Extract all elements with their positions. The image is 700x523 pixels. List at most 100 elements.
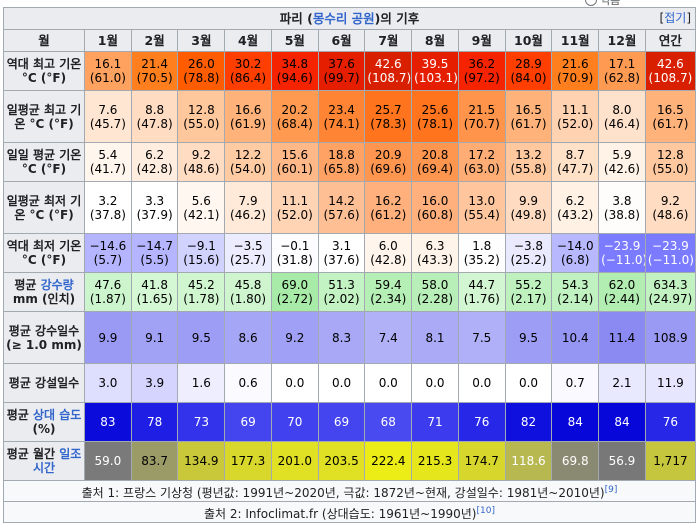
cell-sub-value: (70.9) bbox=[557, 71, 594, 85]
cell-value: 45.8 bbox=[234, 278, 262, 292]
climate-table: 파리 (몽수리 공원)의 기후 [접기] 월 1월 2월 3월 4월 5월 6월 7월 8월 9… bbox=[2, 7, 697, 523]
cell-value: 9.5 bbox=[191, 330, 211, 345]
value-cell: 11.4 bbox=[598, 311, 646, 364]
cell-sub-value: (41.7) bbox=[89, 162, 126, 176]
cell-value: 13.2 bbox=[515, 148, 542, 162]
cell-value: 58.0 bbox=[421, 278, 449, 292]
source-text: 출처 2: Infoclimat.fr (상대습도: 1961년~1990년) bbox=[204, 506, 477, 521]
value-cell: 56.9 bbox=[598, 441, 646, 481]
cell-value: −3.5 bbox=[233, 239, 263, 253]
cell-sub-value: (108.7) bbox=[367, 71, 412, 85]
cell-value: 59.0 bbox=[94, 454, 122, 468]
cell-sub-value: (54.0) bbox=[230, 162, 267, 176]
row-label-link[interactable]: 상대 습도 bbox=[32, 408, 82, 422]
row-label-link[interactable]: 일조시간 bbox=[32, 447, 82, 475]
cell-value: 134.9 bbox=[184, 454, 219, 468]
cell-sub-value: (55.0) bbox=[183, 116, 220, 131]
cell-value: 6.0 bbox=[378, 239, 398, 253]
value-cell: 0.7 bbox=[551, 363, 600, 403]
cell-value: 78 bbox=[146, 415, 163, 429]
row-label-text: 평균 bbox=[14, 278, 41, 292]
cell-value: 6.2 bbox=[565, 193, 585, 208]
cell-sub-value: (84.0) bbox=[510, 71, 547, 85]
month-header-6: 6월 bbox=[317, 29, 366, 52]
value-cell: 69.8 bbox=[551, 441, 600, 481]
cell-sub-value: (57.6) bbox=[323, 207, 360, 222]
cell-sub-value: (103.1) bbox=[414, 71, 458, 85]
value-cell: 0.0 bbox=[457, 363, 506, 403]
cell-sub-value: (1.76) bbox=[463, 292, 500, 306]
value-cell: 0.0 bbox=[364, 363, 413, 403]
reference-link[interactable]: [9] bbox=[604, 484, 618, 495]
cell-value: 15.6 bbox=[281, 148, 309, 162]
value-cell: 69 bbox=[224, 402, 272, 442]
cell-sub-value: (78.3) bbox=[370, 116, 407, 131]
value-cell: −3.5 (25.7) bbox=[224, 233, 272, 273]
value-cell: 6.3 (43.3) bbox=[411, 233, 459, 273]
cell-value: 54.3 bbox=[561, 278, 589, 292]
value-cell: 17.1 (62.8) bbox=[598, 51, 646, 91]
annual-value-cell: 42.6 (108.7) bbox=[644, 51, 697, 91]
cell-value: 18.8 bbox=[328, 148, 355, 162]
cell-value: 0.0 bbox=[285, 376, 305, 390]
cell-sub-value: (60.8) bbox=[416, 207, 454, 222]
cell-value: 0.0 bbox=[425, 376, 445, 390]
value-cell: 54.3 (2.14) bbox=[551, 272, 600, 312]
annual-value-cell: 12.8 (55.0) bbox=[644, 142, 697, 182]
cell-value: 16.5 bbox=[657, 102, 684, 117]
value-cell: −14.7 (5.5) bbox=[130, 233, 179, 273]
value-cell: 13.0 (55.4) bbox=[457, 181, 506, 234]
cell-value: 3.1 bbox=[332, 239, 352, 253]
cell-value: 16.2 bbox=[374, 193, 402, 208]
table-row: 역대 최고 기온 °C (°F) 16.1 (61.0) 21.4 (70.5) 26.0… bbox=[2, 51, 697, 91]
cell-sub-value: (−11.0) bbox=[601, 253, 646, 267]
value-cell: 78 bbox=[130, 402, 179, 442]
value-cell: −0.1 (31.8) bbox=[270, 233, 319, 273]
value-cell: 59.4 (2.34) bbox=[364, 272, 413, 312]
cell-value: 37.6 bbox=[328, 57, 355, 71]
month-header-2: 2월 bbox=[130, 29, 179, 52]
row-label: 역대 최저 기온 °C (°F) bbox=[2, 233, 86, 273]
cell-sub-value: (15.6) bbox=[183, 253, 220, 267]
value-cell: 83 bbox=[84, 402, 132, 442]
value-cell: 44.7 (1.76) bbox=[457, 272, 506, 312]
value-cell: 0.0 bbox=[270, 363, 319, 403]
row-label-link[interactable]: 강수량 bbox=[40, 278, 74, 292]
annual-value-cell: 9.2 (48.6) bbox=[644, 181, 697, 234]
cell-sub-value: (68.4) bbox=[276, 116, 313, 131]
value-cell: 3.9 bbox=[130, 363, 179, 403]
cell-value: 69 bbox=[333, 415, 350, 429]
cell-value: 34.8 bbox=[281, 57, 309, 71]
value-cell: 9.1 bbox=[130, 311, 179, 364]
cell-sub-value: (2.02) bbox=[323, 292, 360, 306]
value-cell: 16.6 (61.9) bbox=[224, 90, 272, 143]
reference-link[interactable]: [10] bbox=[476, 505, 495, 516]
cell-value: 59.4 bbox=[374, 278, 402, 292]
cell-value: 83 bbox=[100, 415, 116, 429]
cell-value: 70 bbox=[287, 415, 303, 429]
cell-value: 0.0 bbox=[518, 376, 539, 390]
cell-value: 634.3 bbox=[653, 278, 688, 292]
cell-value: 17.1 bbox=[608, 57, 636, 71]
fold-link[interactable]: 접기 bbox=[664, 11, 687, 25]
cell-value: −23.9 bbox=[652, 239, 689, 253]
source-row: 출처 1: 프랑스 기상청 (평년값: 1991년~2020년, 극값: 187… bbox=[3, 480, 696, 502]
cell-value: 16.5 bbox=[515, 102, 542, 117]
cell-value: 69.0 bbox=[281, 278, 309, 292]
cell-value: 25.7 bbox=[374, 102, 402, 117]
value-cell: 0.0 bbox=[504, 363, 553, 403]
cell-sub-value: (5.7) bbox=[93, 253, 123, 267]
value-cell: −14.0 (6.8) bbox=[551, 233, 600, 273]
radio-button[interactable] bbox=[585, 0, 597, 6]
value-cell: 9.9 bbox=[84, 311, 132, 364]
cell-sub-value: (69.4) bbox=[416, 162, 454, 176]
radio-option[interactable]: 억음 bbox=[585, 0, 620, 8]
cell-sub-value: (63.0) bbox=[463, 162, 500, 176]
cell-sub-value: (94.6) bbox=[276, 71, 313, 85]
value-cell: 20.2 (68.4) bbox=[270, 90, 319, 143]
fold-toggle[interactable]: [접기] bbox=[659, 11, 691, 25]
month-header-label: 월 bbox=[2, 29, 86, 52]
cell-sub-value: (25.7) bbox=[230, 253, 267, 267]
cell-value: −14.6 bbox=[89, 239, 127, 253]
location-link[interactable]: 몽수리 공원 bbox=[312, 10, 375, 26]
